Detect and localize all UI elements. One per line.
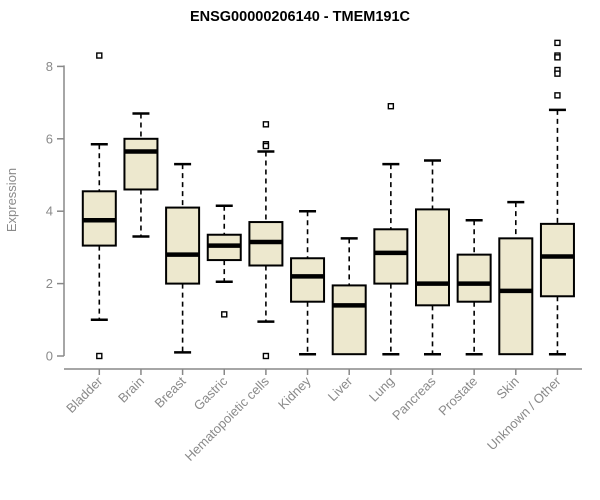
box-kidney <box>290 257 326 303</box>
x-tick-label-brain: Brain <box>115 374 147 406</box>
x-tick-label-skin: Skin <box>493 374 521 402</box>
box-breast <box>165 206 201 285</box>
outlier-unknown-other <box>554 92 561 99</box>
box-liver <box>331 284 367 356</box>
x-tick-label-unknown-other: Unknown / Other <box>484 373 564 453</box>
outlier-unknown-other <box>554 70 561 77</box>
outlier-hematopoietic-cells <box>262 121 270 128</box>
y-tick-label: 6 <box>46 131 53 146</box>
y-tick-label: 4 <box>46 204 53 219</box>
y-tick-label: 8 <box>46 59 53 74</box>
box-prostate <box>456 253 492 303</box>
x-tick-label-liver: Liver <box>325 373 356 404</box>
chart-title: ENSG00000206140 - TMEM191C <box>190 9 411 25</box>
outlier-unknown-other <box>554 54 561 61</box>
outlier-unknown-other <box>554 39 561 47</box>
outlier-bladder <box>96 352 103 360</box>
box-lung <box>373 228 409 285</box>
x-tick-label-prostate: Prostate <box>435 374 480 419</box>
box-brain <box>123 137 159 191</box>
outlier-hematopoietic-cells <box>262 142 270 150</box>
outlier-bladder <box>96 52 103 59</box>
outlier-hematopoietic-cells <box>262 352 270 360</box>
x-tick-label-gastric: Gastric <box>191 373 231 413</box>
box-pancreas <box>415 208 450 307</box>
outlier-lung <box>387 103 395 110</box>
outlier-gastric <box>221 311 228 318</box>
x-tick-label-kidney: Kidney <box>275 373 314 412</box>
y-axis-label: Expression <box>4 168 19 232</box>
x-tick-label-bladder: Bladder <box>63 373 106 416</box>
box-skin <box>498 237 534 356</box>
x-tick-label-lung: Lung <box>366 374 397 405</box>
box-unknown-other <box>539 222 575 298</box>
x-tick-label-pancreas: Pancreas <box>389 373 439 423</box>
y-tick-label: 0 <box>46 349 53 364</box>
x-tick-label-breast: Breast <box>152 373 189 410</box>
y-tick-label: 2 <box>46 276 53 291</box>
